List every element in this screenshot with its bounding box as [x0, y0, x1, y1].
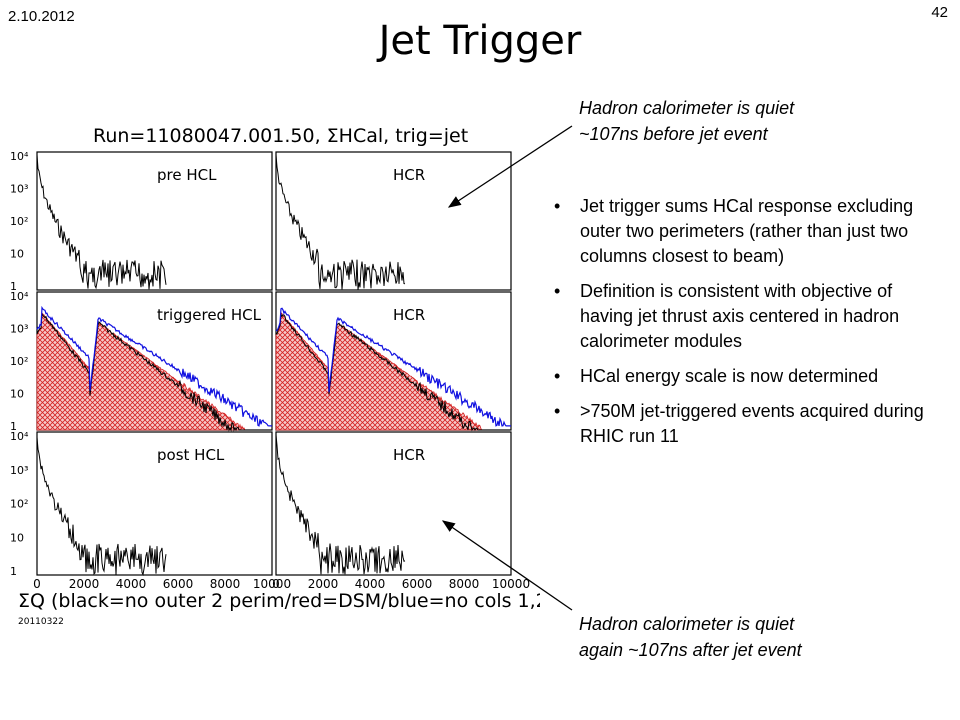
- y-tick-label: 1: [10, 420, 17, 433]
- bullet-item: >750M jet-triggered events acquired duri…: [542, 399, 942, 449]
- panel-label: HCR: [393, 446, 425, 464]
- note-bottom: Hadron calorimeter is quiet again ~107ns…: [579, 611, 939, 663]
- histogram-black-series: [36, 312, 272, 432]
- bullet-item: HCal energy scale is now determined: [542, 364, 942, 389]
- histogram-red-fill: [36, 312, 272, 431]
- y-tick-label: 10²: [10, 355, 28, 368]
- histogram-black-series: [36, 437, 167, 577]
- x-tick-label: 6000: [402, 577, 433, 591]
- y-tick-label: 10: [10, 248, 24, 261]
- x-tick-label: 0: [272, 577, 280, 591]
- x-tick-label: 6000: [163, 577, 194, 591]
- note-bottom-line-1: Hadron calorimeter is quiet: [579, 614, 795, 634]
- note-top-line-2: ~107ns before jet event: [579, 124, 768, 144]
- x-tick-label: 8000: [449, 577, 480, 591]
- bullet-list: Jet trigger sums HCal response excluding…: [542, 194, 942, 459]
- histogram-figure: Run=11080047.001.50, ΣHCal, trig=jet pre…: [10, 125, 540, 627]
- histogram-blue-series: [36, 305, 272, 427]
- y-tick-label: 10⁴: [10, 430, 29, 443]
- note-top-line-1: Hadron calorimeter is quiet: [579, 98, 795, 118]
- slide-date: 2.10.2012: [8, 8, 75, 25]
- y-tick-label: 10: [10, 531, 24, 544]
- slide-number: 42: [931, 4, 948, 21]
- histogram-black-series: [275, 154, 406, 290]
- y-tick-label: 1: [10, 565, 17, 578]
- histogram-blue-series: [275, 307, 511, 427]
- x-tick-label: 8000: [210, 577, 241, 591]
- y-tick-label: 10²: [10, 215, 28, 228]
- x-tick-label: 10000: [492, 577, 530, 591]
- slide-title: Jet Trigger: [378, 18, 582, 64]
- panel-label: pre HCL: [157, 166, 217, 184]
- x-tick-label: 2000: [308, 577, 339, 591]
- panel-label: HCR: [393, 166, 425, 184]
- histogram-black-series: [36, 154, 167, 290]
- histogram-red-fill: [275, 311, 511, 431]
- histogram-black-series: [275, 312, 511, 432]
- bullet-item: Definition is consistent with objective …: [542, 279, 942, 354]
- panel-label: post HCL: [157, 446, 225, 464]
- bullet-item: Jet trigger sums HCal response excluding…: [542, 194, 942, 269]
- panel-label: triggered HCL: [157, 306, 262, 324]
- note-top: Hadron calorimeter is quiet ~107ns befor…: [579, 95, 939, 147]
- histogram-black-series: [275, 434, 406, 575]
- y-tick-label: 1: [10, 280, 17, 293]
- x-tick-label: 0: [33, 577, 41, 591]
- y-tick-label: 10³: [10, 464, 28, 477]
- note-bottom-line-2: again ~107ns after jet event: [579, 640, 802, 660]
- x-tick-label: 2000: [69, 577, 100, 591]
- y-tick-label: 10: [10, 388, 24, 401]
- figure-xaxis-caption: ΣQ (black=no outer 2 perim/red=DSM/blue=…: [18, 590, 540, 612]
- x-tick-label: 10000: [253, 577, 291, 591]
- y-tick-label: 10²: [10, 498, 28, 511]
- figure-header: Run=11080047.001.50, ΣHCal, trig=jet: [93, 125, 468, 147]
- figure-datestamp: 20110322: [18, 617, 64, 627]
- y-tick-label: 10⁴: [10, 290, 29, 303]
- panel-label: HCR: [393, 306, 425, 324]
- x-tick-label: 4000: [116, 577, 147, 591]
- y-tick-label: 10³: [10, 323, 28, 336]
- y-tick-label: 10³: [10, 183, 28, 196]
- x-tick-label: 4000: [355, 577, 386, 591]
- y-tick-label: 10⁴: [10, 150, 29, 163]
